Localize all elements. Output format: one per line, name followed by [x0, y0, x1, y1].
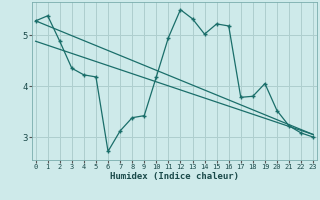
- X-axis label: Humidex (Indice chaleur): Humidex (Indice chaleur): [110, 172, 239, 181]
